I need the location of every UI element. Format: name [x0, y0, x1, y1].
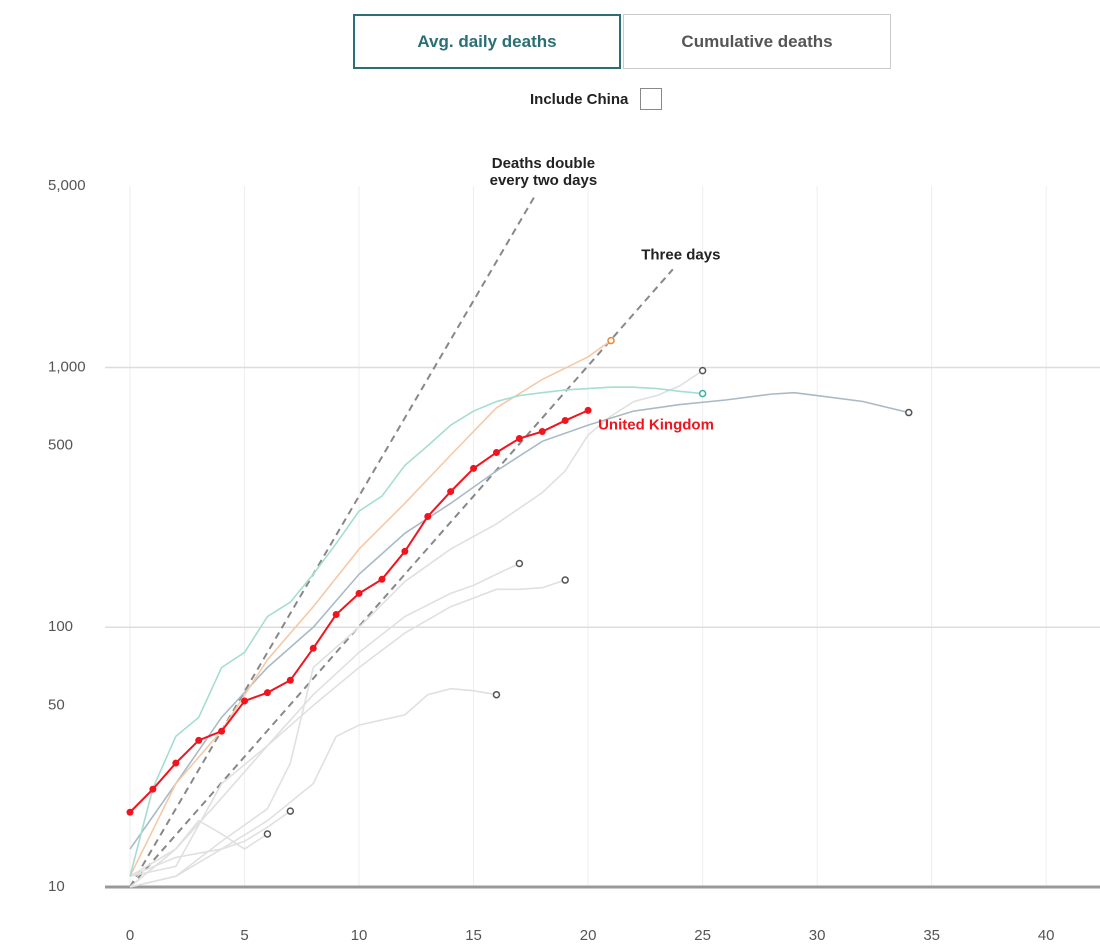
reference-label: every two days — [490, 172, 598, 189]
series-line — [129, 391, 909, 850]
series-point — [447, 488, 455, 496]
series-point — [126, 808, 134, 816]
end-marker — [905, 408, 913, 417]
x-tick-label: 30 — [809, 927, 826, 944]
x-tick-label: 15 — [465, 927, 482, 944]
series-point — [149, 785, 157, 793]
end-marker — [492, 690, 501, 699]
series-point — [492, 448, 500, 456]
end-marker — [286, 807, 295, 815]
series-point — [263, 689, 271, 697]
series-point — [172, 759, 180, 767]
x-tick-label: 25 — [694, 927, 711, 944]
series-line — [129, 339, 612, 877]
series-point — [309, 644, 317, 652]
y-tick-label: 1,000 — [48, 359, 86, 376]
series-point — [515, 435, 523, 443]
x-tick-label: 5 — [240, 927, 248, 944]
series-point — [355, 589, 363, 597]
y-tick-label: 100 — [48, 618, 73, 635]
series-point — [195, 736, 203, 744]
series-point — [538, 428, 546, 436]
series-point — [470, 464, 478, 472]
reference-line — [129, 194, 537, 888]
y-tick-label: 50 — [48, 696, 65, 713]
x-tick-label: 35 — [923, 927, 940, 944]
series-point — [218, 727, 226, 735]
y-tick-label: 5,000 — [48, 177, 86, 194]
x-tick-label: 40 — [1038, 927, 1055, 944]
end-marker — [561, 576, 569, 584]
tab-button[interactable]: Cumulative deaths — [623, 14, 891, 69]
series-point — [378, 575, 386, 583]
checkbox-label: Include China — [530, 90, 629, 108]
end-marker — [698, 366, 707, 375]
series-point — [401, 547, 409, 555]
series-line — [129, 819, 268, 877]
y-tick-label: 500 — [48, 437, 73, 454]
tab-button[interactable]: Avg. daily deaths — [353, 14, 621, 69]
checkbox[interactable] — [640, 88, 663, 110]
end-marker — [607, 336, 615, 345]
checkbox-control[interactable]: Include China — [530, 88, 663, 110]
series-line — [129, 687, 497, 888]
series-point — [584, 406, 592, 414]
series-line — [129, 579, 566, 878]
series-line — [129, 562, 520, 888]
x-tick-label: 20 — [580, 927, 597, 944]
reference-label: Three days — [641, 246, 720, 263]
series-line — [129, 386, 703, 877]
series-point — [286, 676, 294, 684]
series-point — [424, 512, 432, 520]
series-point — [241, 697, 249, 705]
end-marker — [515, 559, 524, 568]
reference-label: Deaths double — [492, 155, 595, 172]
series-point — [561, 417, 569, 425]
series-point — [332, 610, 340, 618]
series-label: United Kingdom — [598, 416, 714, 433]
x-tick-label: 0 — [126, 927, 134, 944]
y-tick-label: 10 — [48, 878, 65, 895]
end-marker — [263, 830, 272, 838]
series-line — [129, 810, 291, 877]
series-line — [129, 369, 704, 888]
end-marker — [698, 389, 707, 398]
reference-line — [129, 268, 674, 888]
x-tick-label: 10 — [351, 927, 368, 944]
